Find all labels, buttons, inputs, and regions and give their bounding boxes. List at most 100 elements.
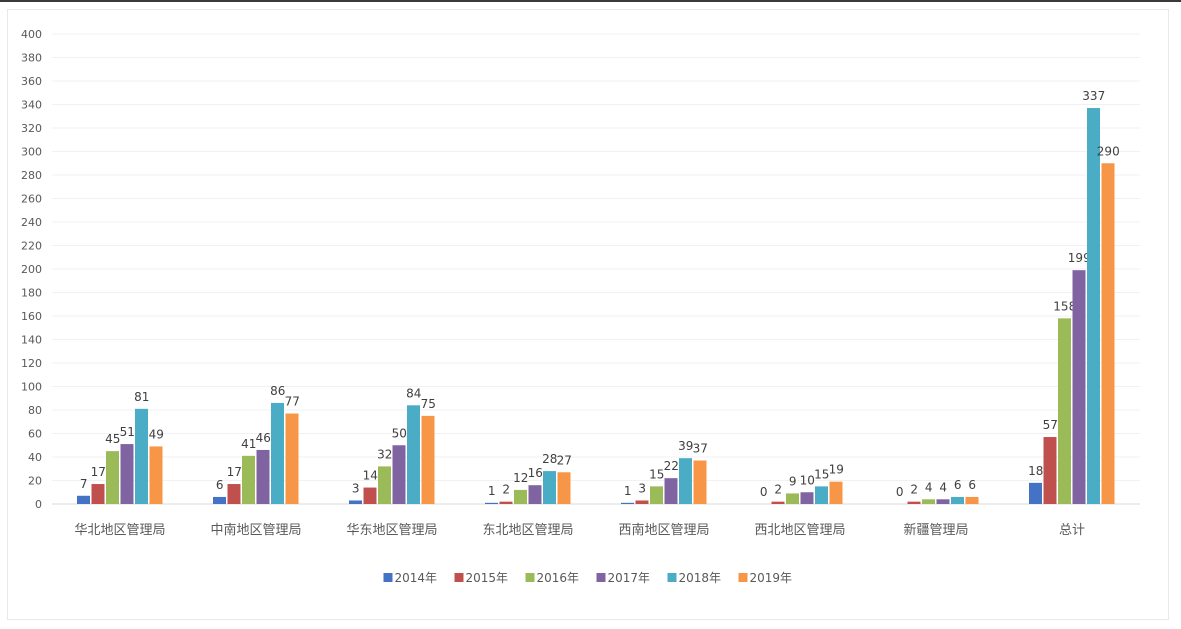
bar-2017年: [800, 492, 814, 504]
data-label: 15: [649, 467, 664, 481]
bar-2019年: [1101, 163, 1115, 504]
legend-swatch: [454, 573, 464, 582]
bar-2018年: [679, 458, 692, 504]
bar-2014年: [213, 496, 226, 504]
bar-2018年: [951, 496, 964, 504]
data-label: 75: [421, 397, 436, 411]
data-label: 15: [814, 467, 829, 481]
bar-2016年: [242, 455, 255, 504]
data-label: 7: [80, 477, 88, 491]
data-label: 199: [1068, 251, 1091, 265]
bar-2017年: [392, 445, 406, 504]
bar-2017年: [936, 499, 950, 504]
bar-2014年: [77, 495, 90, 504]
data-label: 2: [910, 483, 918, 497]
bar-2015年: [1043, 437, 1057, 504]
legend-swatch: [596, 573, 606, 582]
y-tick-label: 180: [21, 287, 42, 300]
legend-swatch: [667, 573, 677, 582]
data-label: 158: [1053, 299, 1076, 313]
legend-label: 2016年: [537, 571, 580, 585]
bar-2019年: [829, 481, 843, 504]
data-label: 51: [120, 425, 135, 439]
data-label: 14: [363, 469, 378, 483]
bar-2018年: [543, 471, 556, 504]
data-label: 19: [829, 463, 844, 477]
bar-2018年: [135, 408, 148, 504]
chart-frame: [7, 9, 1169, 620]
legend-swatch: [383, 573, 393, 582]
bar-2016年: [786, 493, 799, 504]
bar-2017年: [256, 449, 270, 504]
bar-2016年: [1058, 318, 1071, 504]
data-label: 4: [939, 480, 947, 494]
y-tick-label: 300: [21, 146, 42, 159]
category-label: 华东地区管理局: [346, 523, 437, 538]
bar-2016年: [922, 499, 935, 504]
bar-2017年: [664, 478, 678, 504]
bar-2015年: [227, 484, 241, 504]
bar-2015年: [91, 484, 105, 504]
bar-2019年: [693, 460, 707, 504]
category-label: 新疆管理局: [903, 522, 968, 538]
bar-2016年: [514, 489, 527, 504]
y-tick-label: 80: [28, 404, 42, 417]
y-tick-label: 40: [28, 451, 42, 464]
y-tick-label: 380: [21, 52, 42, 65]
data-label: 290: [1097, 144, 1120, 158]
y-tick-label: 20: [28, 475, 42, 488]
data-label: 77: [285, 395, 300, 409]
y-tick-label: 260: [21, 193, 42, 206]
data-label: 37: [693, 442, 708, 456]
y-tick-label: 220: [21, 240, 42, 253]
bar-2016年: [378, 466, 391, 504]
data-label: 6: [954, 478, 962, 492]
data-label: 41: [241, 437, 256, 451]
bar-2018年: [271, 402, 284, 504]
data-label: 39: [678, 439, 693, 453]
legend-label: 2015年: [466, 571, 509, 585]
bar-2017年: [120, 444, 134, 504]
data-label: 1: [488, 484, 496, 498]
bar-2017年: [1072, 270, 1086, 504]
data-label: 0: [760, 485, 768, 499]
top-rule: [0, 0, 1181, 2]
data-label: 28: [542, 452, 557, 466]
data-label: 337: [1082, 89, 1105, 103]
bar-2019年: [421, 415, 435, 504]
data-label: 3: [638, 481, 646, 495]
data-label: 17: [227, 465, 242, 479]
data-label: 12: [513, 471, 528, 485]
data-label: 10: [800, 473, 815, 487]
data-label: 50: [392, 426, 407, 440]
data-label: 0: [896, 485, 904, 499]
y-tick-label: 400: [21, 28, 42, 41]
bar-2015年: [771, 501, 785, 504]
y-tick-label: 320: [21, 122, 42, 135]
category-label: 东北地区管理局: [482, 523, 573, 538]
y-tick-label: 160: [21, 310, 42, 323]
category-label: 西南地区管理局: [618, 522, 709, 538]
data-label: 6: [216, 478, 224, 492]
data-label: 32: [377, 447, 392, 461]
data-label: 2: [774, 483, 782, 497]
bar-2014年: [621, 502, 634, 504]
data-label: 6: [968, 478, 976, 492]
data-label: 22: [664, 459, 679, 473]
data-label: 16: [528, 466, 543, 480]
legend-label: 2014年: [395, 571, 438, 585]
data-label: 84: [406, 386, 421, 400]
data-label: 57: [1043, 418, 1058, 432]
data-label: 86: [270, 384, 285, 398]
data-label: 3: [352, 481, 360, 495]
data-label: 1: [624, 484, 632, 498]
legend-label: 2018年: [679, 571, 722, 585]
legend-swatch: [525, 573, 535, 582]
y-tick-label: 120: [21, 357, 42, 370]
bar-2019年: [557, 472, 571, 504]
data-label: 45: [105, 432, 120, 446]
y-tick-label: 340: [21, 99, 42, 112]
bar-2019年: [965, 496, 979, 504]
bar-2018年: [1087, 108, 1100, 505]
data-label: 49: [149, 427, 164, 441]
